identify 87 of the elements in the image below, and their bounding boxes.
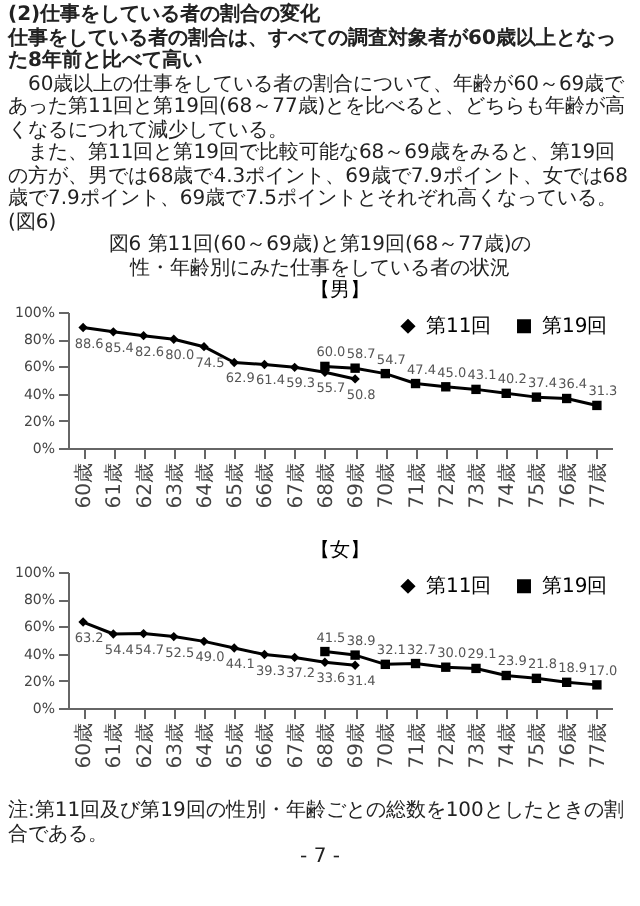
text: - 7 -: [298, 846, 342, 869]
point: [289, 652, 300, 663]
legend-label: 第11回: [426, 314, 492, 339]
x-tick-label: 64歳: [193, 723, 217, 769]
x-tick-label: 63歳: [162, 463, 187, 509]
point: [350, 660, 360, 670]
x-tick-label: 60歳: [72, 723, 97, 769]
point: [350, 650, 360, 660]
point: [229, 643, 239, 653]
point: [592, 680, 602, 690]
point: [78, 617, 88, 627]
x-tick-label: 63歳: [162, 723, 187, 769]
x-tick-label: 73歳: [465, 723, 489, 769]
point: [320, 646, 330, 657]
point: [531, 673, 542, 684]
x-tick-label: 70歳: [374, 723, 399, 769]
legend-label: 第11回: [426, 574, 492, 599]
point: [410, 658, 421, 669]
x-tick-label: 75歳: [525, 723, 550, 769]
point: [441, 662, 451, 672]
x-tick-label: 61歳: [102, 723, 127, 769]
x-tick-label: 67歳: [283, 723, 308, 769]
x-tick-label: 61歳: [102, 463, 127, 509]
point: [169, 631, 179, 642]
point: [199, 636, 209, 647]
x-tick-label: 71歳: [404, 463, 429, 509]
x-tick-label: 69歳: [344, 723, 369, 769]
chart-title: 【女】: [310, 538, 370, 562]
point: [350, 363, 360, 373]
x-tick-label: 77歳: [585, 463, 610, 509]
x-tick-label: 73歳: [465, 463, 489, 509]
text: 性・年齢別にみた仕事をしている者の状況: [127, 257, 512, 280]
point: [169, 334, 179, 344]
point: [501, 670, 511, 681]
x-tick-label: 75歳: [525, 463, 550, 509]
point: [410, 378, 421, 389]
point: [78, 322, 88, 333]
caption: 図6 第11回(60～69歳)と第19回(68～77歳)の: [106, 234, 534, 257]
point: [259, 649, 270, 660]
x-tick-label: 64歳: [193, 463, 217, 509]
point: [259, 359, 270, 370]
legend-label: 第19回: [542, 574, 608, 599]
point: [199, 341, 209, 352]
x-tick-label: 62歳: [132, 723, 157, 769]
point: [320, 361, 330, 372]
chart-title: 【男】: [310, 278, 370, 302]
point: [380, 368, 391, 379]
point: [592, 400, 602, 411]
x-tick-label: 67歳: [283, 463, 308, 509]
x-tick-label: 68歳: [313, 463, 338, 509]
x-tick-label: 70歳: [374, 463, 399, 509]
x-tick-label: 66歳: [253, 723, 278, 769]
x-tick-label: 68歳: [313, 723, 338, 769]
x-tick-label: 65歳: [223, 723, 248, 769]
x-tick-label: 66歳: [253, 463, 278, 509]
point: [561, 393, 572, 404]
legend-label: 第19回: [542, 314, 608, 339]
point: [380, 659, 391, 670]
point: [441, 382, 451, 392]
point: [501, 388, 511, 399]
x-tick-label: 74歳: [495, 723, 520, 769]
text: また、第11回と第19回で比較可能な68～69歳をみると、第19回の方が、男では68歳で4.3ポイント、69歳で7.9ポイント、女では68歳で7.9ポイント、69歳で7.5ポイントとそれぞれ高くなっている。(図6): [8, 142, 630, 233]
x-tick-label: 74歳: [495, 463, 520, 509]
x-tick-label: 76歳: [555, 723, 580, 769]
point: [138, 330, 149, 341]
point: [471, 384, 481, 395]
text: 仕事をしている者の割合は、すべての調査対象者が60歳以上となった8年前と比べて高い: [8, 27, 618, 73]
x-tick-label: 60歳: [72, 463, 97, 509]
x-tick-label: 69歳: [344, 463, 369, 509]
x-tick-label: 71歳: [404, 723, 429, 769]
point: [471, 663, 481, 674]
point: [289, 362, 300, 373]
point: [531, 392, 542, 402]
point: [350, 374, 360, 384]
point: [320, 657, 330, 667]
x-tick-label: 76歳: [555, 463, 580, 509]
point: [229, 357, 239, 368]
x-tick-label: 65歳: [223, 463, 248, 509]
point: [561, 677, 572, 687]
x-tick-label: 62歳: [132, 463, 157, 509]
x-tick-label: 72歳: [434, 723, 459, 769]
x-tick-label: 77歳: [585, 723, 610, 769]
text: 注:第11回及び第19回の性別・年齢ごとの総数を100としたときの割合である。: [8, 800, 626, 846]
point: [108, 327, 119, 337]
x-tick-label: 72歳: [434, 463, 459, 509]
text: 60歳以上の仕事をしている者の割合について、年齢が60～69歳であった第11回と第19回(68～77歳)とを比べると、どちらも年齢が高くなるにつれて減少している。: [8, 73, 628, 141]
text: (2)仕事をしている者の割合の変化: [8, 4, 323, 27]
